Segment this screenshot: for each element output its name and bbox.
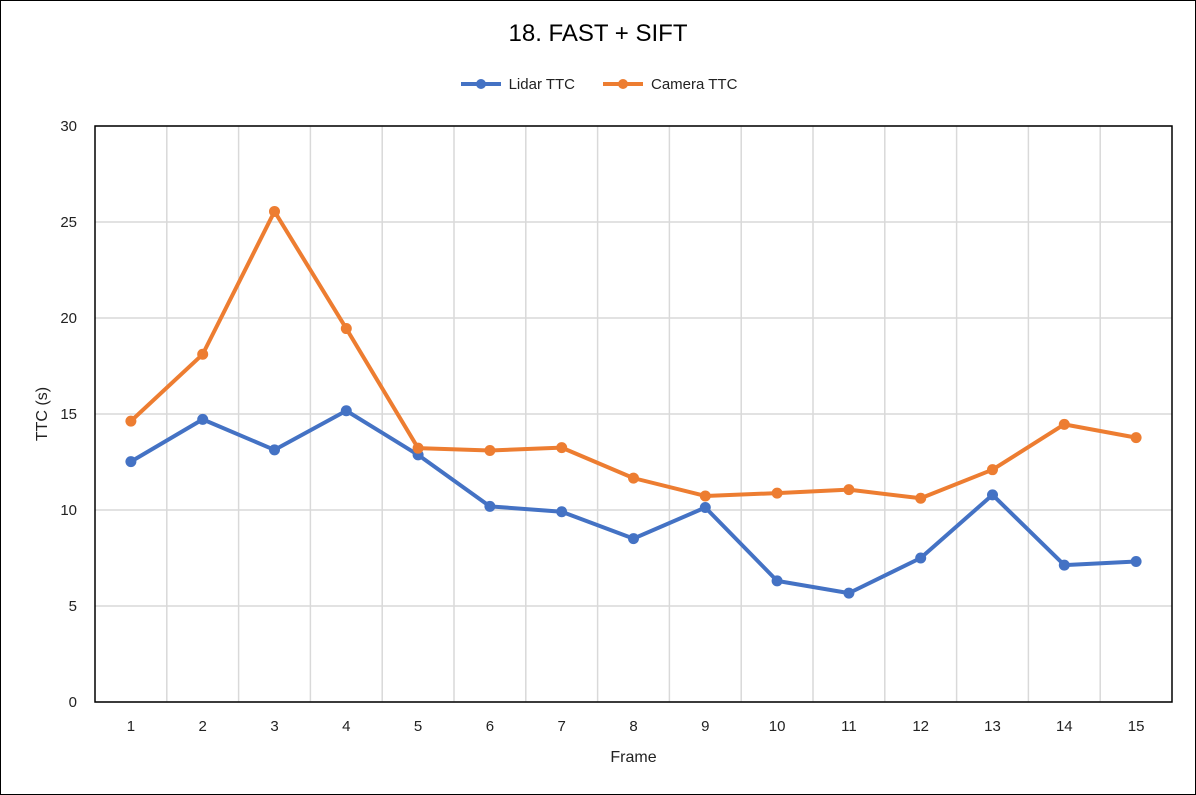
data-point bbox=[915, 552, 927, 564]
data-point bbox=[340, 405, 352, 417]
y-tick-label: 0 bbox=[69, 694, 77, 711]
data-point bbox=[556, 442, 568, 454]
data-point bbox=[699, 502, 711, 514]
x-axis-title: Frame bbox=[610, 749, 656, 766]
x-tick-label: 12 bbox=[912, 718, 929, 735]
data-point bbox=[197, 348, 209, 360]
data-point bbox=[484, 444, 496, 456]
legend-item-camera: Camera TTC bbox=[601, 76, 737, 93]
data-point bbox=[771, 487, 783, 499]
y-tick-label: 15 bbox=[60, 406, 77, 423]
data-point bbox=[125, 456, 137, 468]
legend-label-camera: Camera TTC bbox=[651, 75, 738, 93]
legend-swatch-camera bbox=[603, 79, 643, 89]
chart-title: 18. FAST + SIFT bbox=[508, 20, 688, 47]
data-point bbox=[340, 323, 352, 335]
data-point bbox=[843, 587, 855, 599]
series-camera-ttc bbox=[125, 205, 1142, 504]
x-tick-label: 5 bbox=[414, 718, 422, 735]
data-point bbox=[197, 413, 209, 425]
x-tick-label: 10 bbox=[769, 718, 786, 735]
data-point bbox=[269, 205, 280, 217]
x-tick-label: 7 bbox=[558, 718, 566, 735]
data-point bbox=[484, 500, 496, 512]
data-point bbox=[699, 490, 711, 502]
y-axis-ticks: 0 5 10 15 20 25 30 bbox=[60, 118, 77, 711]
data-point bbox=[269, 444, 280, 456]
data-point bbox=[1058, 559, 1070, 571]
data-point bbox=[628, 472, 639, 484]
x-tick-label: 3 bbox=[270, 718, 278, 735]
data-point bbox=[843, 484, 855, 496]
data-point bbox=[987, 489, 998, 501]
x-tick-label: 6 bbox=[486, 718, 494, 735]
x-tick-label: 13 bbox=[984, 718, 1001, 735]
x-axis-ticks: 1 2 3 4 5 6 7 8 9 10 11 12 13 14 15 bbox=[127, 718, 1145, 735]
x-tick-label: 9 bbox=[701, 718, 709, 735]
data-point bbox=[412, 442, 424, 454]
series-line bbox=[129, 408, 1137, 596]
data-point bbox=[1130, 555, 1142, 567]
plot-area bbox=[94, 125, 1173, 703]
grid-lines bbox=[95, 125, 1172, 703]
x-tick-label: 2 bbox=[199, 718, 207, 735]
y-axis-title: TTC (s) bbox=[34, 387, 51, 441]
legend-swatch-lidar bbox=[460, 79, 501, 89]
y-tick-label: 30 bbox=[60, 118, 77, 135]
data-point bbox=[1130, 432, 1142, 444]
x-tick-label: 14 bbox=[1056, 718, 1073, 735]
data-point bbox=[987, 464, 998, 476]
data-point bbox=[1058, 418, 1070, 430]
data-point bbox=[915, 492, 927, 504]
legend-item-lidar: Lidar TTC bbox=[459, 76, 575, 93]
series-lidar-ttc bbox=[125, 405, 1142, 599]
chart-legend: Lidar TTC Camera TTC bbox=[0, 73, 1196, 95]
data-point bbox=[125, 415, 137, 427]
data-point bbox=[556, 506, 568, 518]
x-tick-label: 11 bbox=[841, 718, 857, 735]
x-tick-label: 8 bbox=[629, 718, 637, 735]
data-point bbox=[628, 533, 639, 545]
y-tick-label: 20 bbox=[60, 310, 77, 327]
y-tick-label: 5 bbox=[69, 598, 77, 615]
y-tick-label: 25 bbox=[60, 214, 77, 231]
x-tick-label: 4 bbox=[342, 718, 350, 735]
y-tick-label: 10 bbox=[60, 502, 77, 519]
x-tick-label: 15 bbox=[1128, 718, 1145, 735]
data-point bbox=[771, 575, 783, 587]
x-tick-label: 1 bbox=[127, 718, 135, 735]
series-layer bbox=[125, 205, 1142, 599]
series-line bbox=[129, 209, 1137, 501]
legend-label-lidar: Lidar TTC bbox=[508, 75, 575, 93]
